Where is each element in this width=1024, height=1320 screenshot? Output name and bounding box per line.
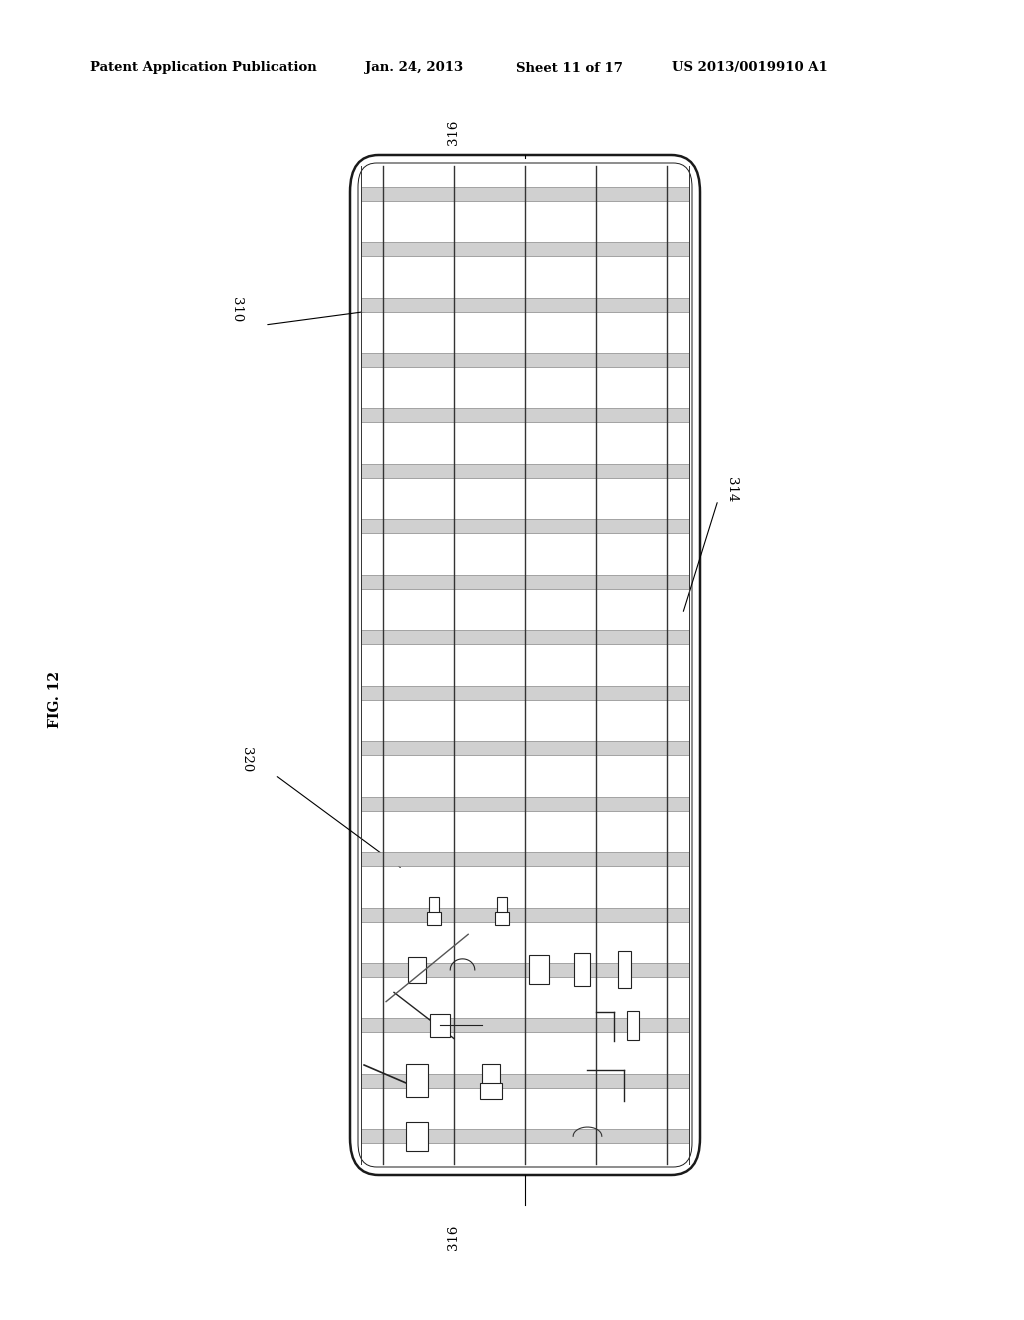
Text: FIG. 12: FIG. 12 [48,672,62,729]
Bar [427,912,441,925]
FancyBboxPatch shape [350,154,700,1175]
Bar [406,1064,428,1097]
Text: Jan. 24, 2013: Jan. 24, 2013 [365,62,463,74]
Bar [361,964,689,977]
Bar [361,297,689,312]
Bar [496,912,510,925]
Text: Sheet 11 of 17: Sheet 11 of 17 [516,62,623,74]
Bar [361,1019,689,1032]
Bar [498,898,508,916]
Bar [361,408,689,422]
Bar [361,741,689,755]
Bar [361,851,689,866]
Text: 320: 320 [240,747,253,772]
Text: 316: 316 [446,120,460,145]
Bar [361,1074,689,1088]
Text: Patent Application Publication: Patent Application Publication [90,62,316,74]
Bar [627,1011,639,1040]
Text: 314: 314 [725,478,738,503]
Bar [481,1064,500,1084]
Bar [361,1130,689,1143]
Bar [361,242,689,256]
Text: 310: 310 [230,297,243,322]
Bar [479,1084,502,1100]
Bar [573,953,590,986]
Bar [429,1014,450,1038]
Bar [406,1122,428,1151]
Bar [361,186,689,201]
Bar [361,908,689,921]
Bar [408,957,426,983]
Bar [361,630,689,644]
Bar [361,519,689,533]
Bar [361,574,689,589]
Bar [429,898,439,916]
Bar [361,352,689,367]
Text: 316: 316 [446,1225,460,1250]
Text: US 2013/0019910 A1: US 2013/0019910 A1 [672,62,827,74]
Bar [529,956,550,985]
Bar [361,463,689,478]
Bar [618,952,631,989]
Bar [361,685,689,700]
Bar [361,796,689,810]
